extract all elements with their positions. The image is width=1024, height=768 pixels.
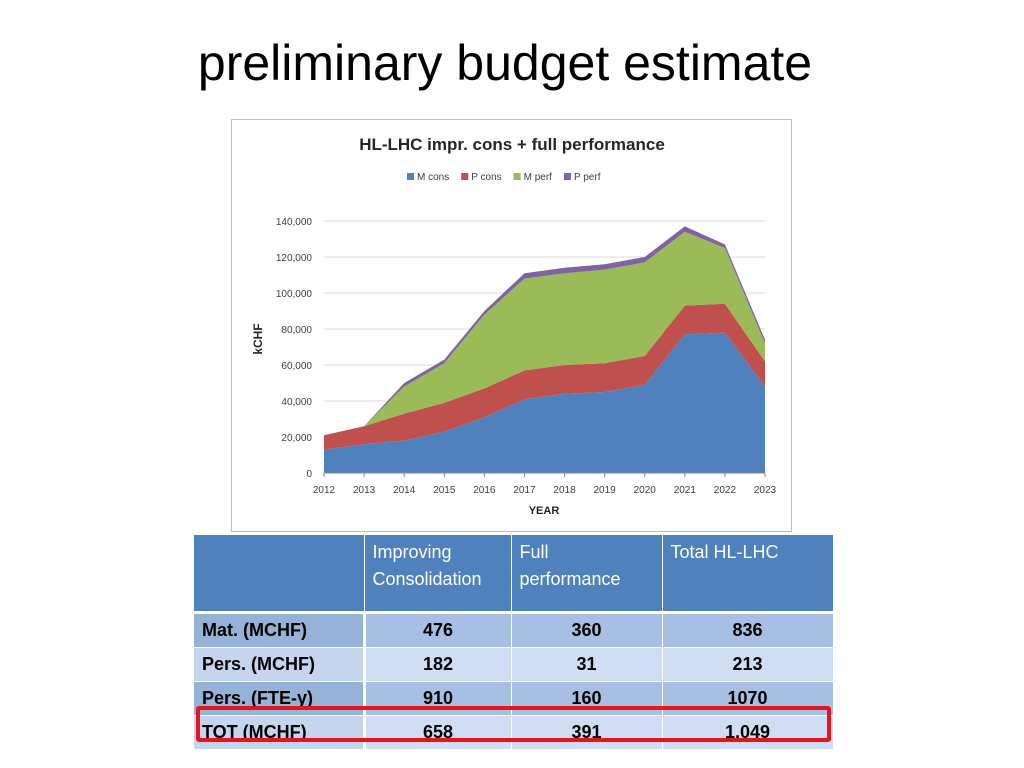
table-cell: 1,049 [662,715,834,750]
x-axis: 2012 2013 2014 2015 2016 2017 2018 2019 2020 2021… [313,473,777,496]
table-row: Mat. (MCHF) 476 360 836 [194,612,834,648]
y-tick-label: 140,000 [276,217,313,228]
table-cell: 910 [364,681,512,716]
y-axis-label: kCHF [251,323,265,354]
table-cell: 182 [364,647,512,682]
table-row: Pers. (MCHF) 182 31 213 [194,647,834,682]
legend-swatch [407,173,414,180]
x-tick-label: 2023 [754,485,777,496]
x-tick-label: 2017 [513,485,536,496]
y-tick-label: 40,000 [281,397,312,408]
table-cell: 160 [511,681,663,716]
budget-table: Improving Consolidation Full performance… [194,535,834,750]
x-tick-label: 2021 [674,485,697,496]
y-axis: 0 20,000 40,000 60,000 80,000 100,000 120,000 1… [276,217,313,480]
chart-areas [324,226,765,474]
x-tick-label: 2015 [433,485,456,496]
area-chart: HL-LHC impr. cons + full performance M c… [251,135,777,517]
header-cell: Total HL-LHC [662,535,834,614]
row-label: Pers. (MCHF) [194,647,366,682]
x-axis-label: YEAR [529,505,560,517]
x-tick-label: 2012 [313,485,336,496]
chart-title: HL-LHC impr. cons + full performance [359,135,665,154]
chart-legend: M cons P cons M perf P perf [407,172,601,183]
header-cell: Full performance [511,535,663,614]
row-label: Mat. (MCHF) [194,612,366,648]
y-tick-label: 60,000 [281,361,312,372]
legend-swatch [461,173,469,180]
x-tick-label: 2016 [473,485,496,496]
x-tick-label: 2020 [634,485,657,496]
table-cell: 31 [511,647,663,682]
header-cell: Improving Consolidation [364,535,512,614]
x-tick-label: 2022 [714,485,737,496]
table-cell: 360 [511,612,663,648]
table-cell: 836 [662,612,834,648]
x-tick-label: 2013 [353,485,376,496]
legend-label: M perf [524,172,553,183]
x-tick-label: 2019 [594,485,617,496]
series-area-p-cons [324,303,765,450]
y-tick-label: 20,000 [281,433,312,444]
row-label: TOT (MCHF) [194,715,366,750]
legend-label: P perf [574,172,601,183]
y-tick-label: 80,000 [281,325,312,336]
x-tick-label: 2018 [553,485,576,496]
table-cell: 391 [511,715,663,750]
table-row: Pers. (FTE-y) 910 160 1070 [194,681,834,716]
row-label: Pers. (FTE-y) [194,681,366,716]
table-cell: 213 [662,647,834,682]
header-cell [194,535,365,614]
series-area-m-perf [324,231,765,436]
table-cell: 1070 [662,681,834,716]
y-tick-label: 120,000 [276,253,313,264]
y-tick-label: 100,000 [276,289,313,300]
table-cell: 658 [364,715,512,750]
x-tick-label: 2014 [393,485,416,496]
chart-container: HL-LHC impr. cons + full performance M c… [231,119,792,532]
table-header-row: Improving Consolidation Full performance… [194,535,834,614]
y-tick-label: 0 [306,469,312,480]
series-area-m-cons [324,332,765,473]
legend-label: P cons [471,172,501,183]
slide-title: preliminary budget estimate [197,35,813,91]
legend-label: M cons [417,172,449,183]
legend-swatch [513,173,521,180]
legend-swatch [563,173,571,180]
table-row-total: TOT (MCHF) 658 391 1,049 [194,715,834,750]
table-cell: 476 [364,612,512,648]
